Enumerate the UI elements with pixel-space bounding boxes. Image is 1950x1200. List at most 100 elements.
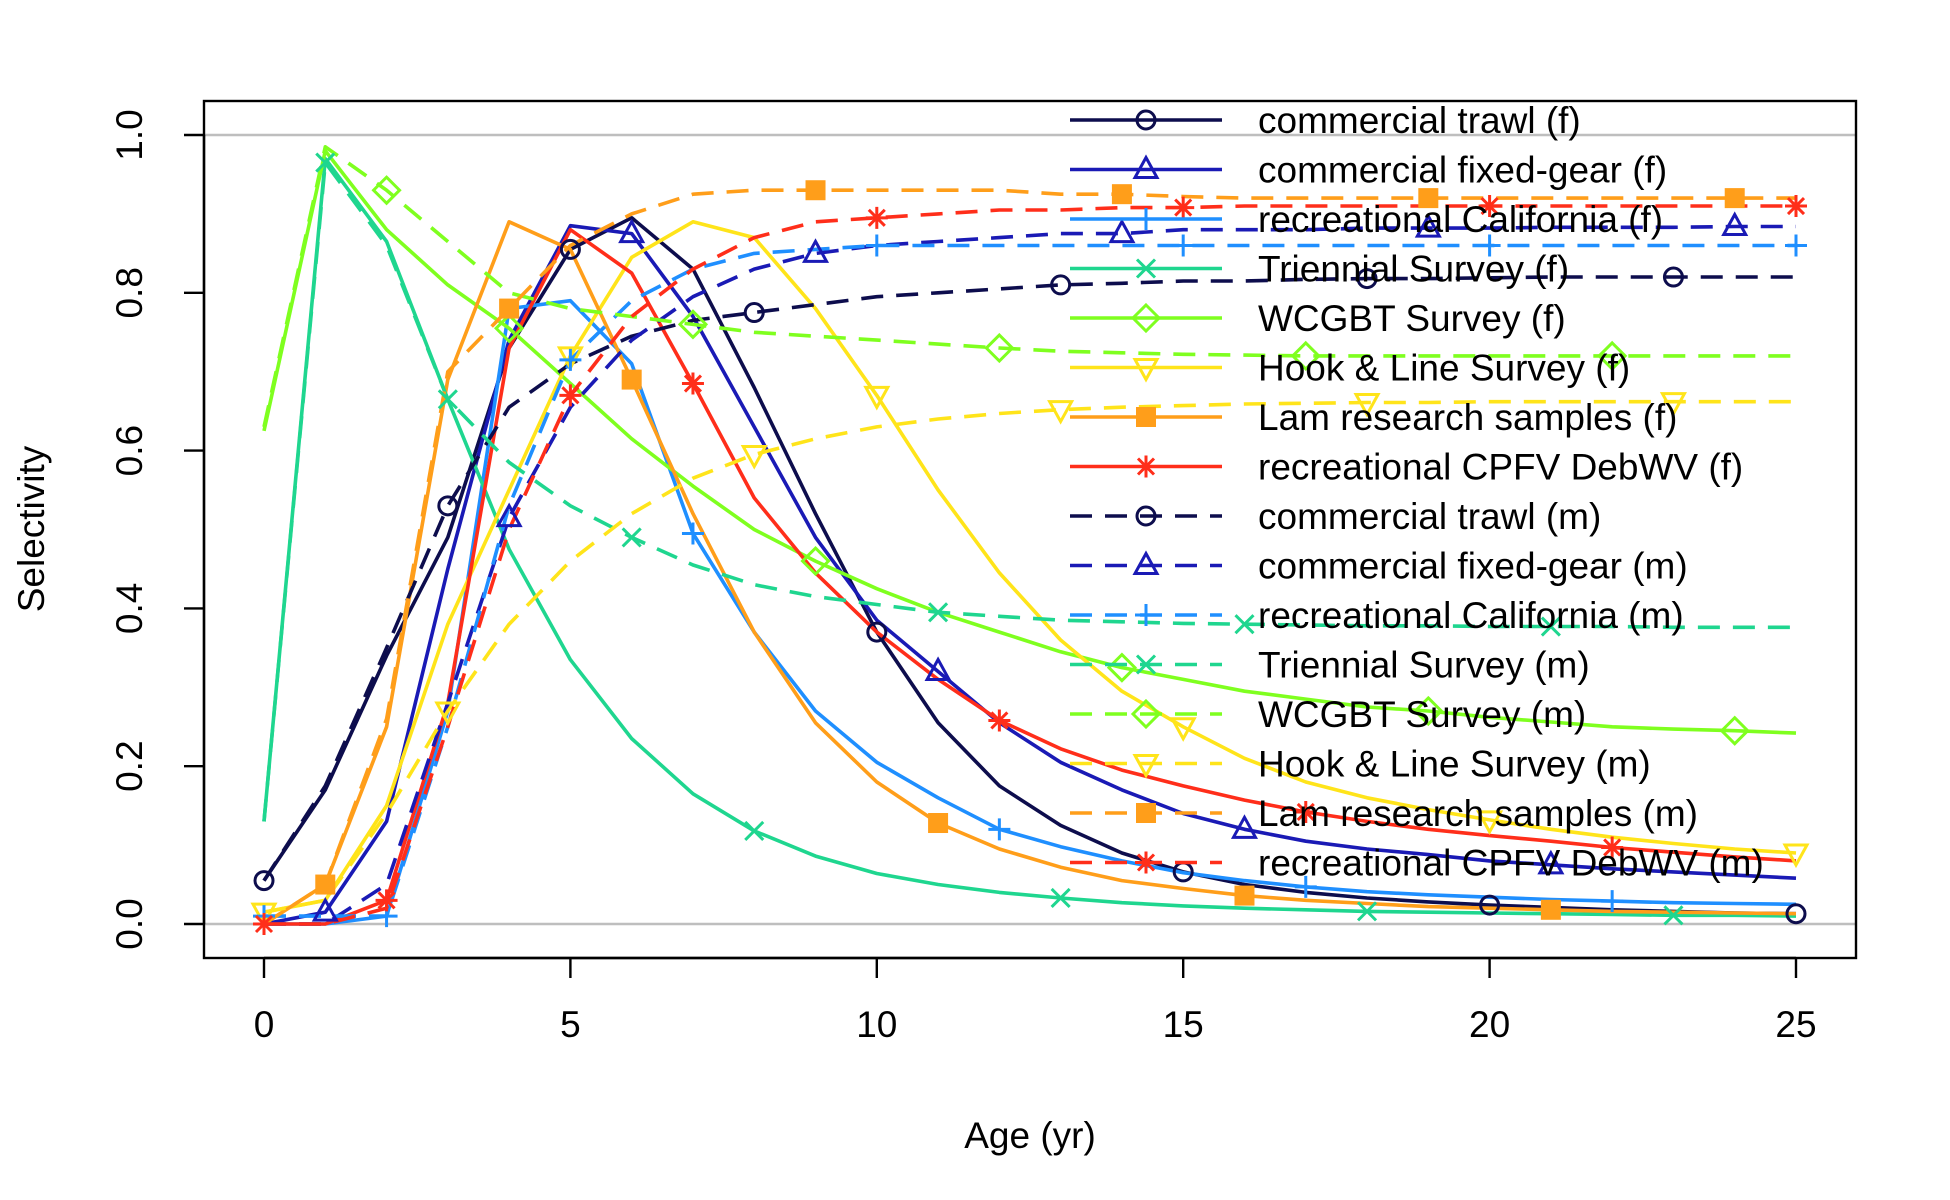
data-point-recreational-california-m [1478,234,1501,257]
data-point-triennial-survey-f [1663,905,1684,926]
data-point-recreational-california-m [1172,234,1195,257]
data-point-lam-research-samples-f [621,369,642,390]
data-point-recreational-cpfv-debwv-f [1294,800,1317,823]
data-point-commercial-trawl-f [1479,894,1501,916]
legend-entry: Hook & Line Survey (f) [1070,348,1630,389]
series-line-recreational-cpfv-debwv-m [264,204,1796,926]
data-point-recreational-california-f [988,818,1011,841]
legend-marker [1136,803,1156,823]
legend-entry: commercial fixed-gear (f) [1070,150,1667,191]
data-point-recreational-california-m [559,348,582,371]
legend-marker [1132,358,1160,383]
data-point-commercial-fixed-gear-m [801,238,830,263]
series-line-triennial-survey-m [262,160,1796,822]
y-tick-label: 0.4 [109,583,150,634]
data-point-triennial-survey-f [1050,887,1071,909]
series-line-commercial-trawl-m [262,275,1796,882]
data-point-recreational-cpfv-debwv-m [253,913,275,935]
data-point-recreational-cpfv-debwv-m [1172,196,1195,219]
y-tick-label: 0.0 [109,898,150,949]
series-line-recreational-cpfv-debwv-f [264,227,1797,926]
data-point-commercial-trawl-m [743,302,765,324]
data-point-wcgbt-survey-m [1290,340,1321,372]
x-tick-label: 5 [560,1004,581,1045]
x-tick-label: 10 [856,1004,897,1045]
series-line-hook-line-survey-m [263,399,1796,914]
data-point-lam-research-samples-f [928,813,949,834]
data-point-wcgbt-survey-f [1719,715,1750,746]
x-axis-label: Age (yr) [964,1115,1096,1156]
data-point-triennial-survey-m [621,527,642,548]
series-line-commercial-fixed-gear-f [263,223,1797,926]
data-point-lam-research-samples-f [315,874,336,895]
data-point-recreational-california-f [1294,875,1317,898]
data-point-recreational-california-f [1601,890,1624,913]
data-point-hook-line-survey-f [556,346,584,372]
series-lines [262,145,1797,926]
legend-label: recreational CPFV DebWV (m) [1258,843,1764,884]
data-point-hook-line-survey-f [250,902,278,928]
data-point-recreational-cpfv-debwv-m [1478,195,1501,218]
legend-marker [1135,455,1157,478]
data-point-wcgbt-survey-m [677,309,709,340]
series-markers [250,152,1810,935]
data-point-lam-research-samples-m [1418,188,1439,209]
legend-entry: commercial trawl (m) [1070,496,1601,537]
y-tick-label: 0.6 [109,425,150,476]
legend-entry: WCGBT Survey (f) [1070,298,1566,339]
data-point-recreational-cpfv-debwv-f [375,889,398,912]
data-point-triennial-survey-f [1356,901,1378,922]
series-line-recreational-california-m [264,243,1796,918]
legend-entry: Hook & Line Survey (m) [1070,744,1651,785]
series-line-wcgbt-survey-f [262,149,1797,735]
legend-marker [1135,505,1157,527]
legend-entry: recreational CPFV DebWV (f) [1070,447,1743,488]
legend-entry: recreational California (m) [1070,595,1684,636]
data-point-commercial-fixed-gear-f [311,897,339,922]
legend-label: recreational California (m) [1258,595,1684,636]
data-point-recreational-california-m [865,234,888,257]
legend-label: WCGBT Survey (f) [1258,298,1566,339]
legend-label: recreational California (f) [1258,199,1663,240]
data-point-recreational-cpfv-debwv-f [681,372,704,395]
y-tick-label: 1.0 [109,109,150,160]
data-point-wcgbt-survey-m [984,332,1015,364]
data-point-hook-line-survey-m [434,701,462,727]
data-point-hook-line-survey-m [1047,400,1075,425]
data-point-recreational-cpfv-debwv-m [1785,195,1807,218]
data-point-recreational-cpfv-debwv-m [865,206,888,229]
legend-label: commercial trawl (f) [1258,100,1581,141]
data-point-lam-research-samples-m [805,180,826,201]
legend-entry: Lam research samples (f) [1070,397,1677,438]
legend-label: commercial fixed-gear (m) [1258,546,1688,587]
legend-marker [1136,407,1156,427]
x-tick-label: 15 [1163,1004,1204,1045]
data-point-commercial-fixed-gear-m [1414,212,1442,238]
legend-marker [1135,851,1157,874]
legend-label: WCGBT Survey (m) [1258,694,1586,735]
data-point-commercial-trawl-f [559,238,581,260]
legend-entry: Triennial Survey (f) [1070,249,1569,290]
data-point-lam-research-samples-m [1111,184,1132,205]
data-point-hook-line-survey-f [1169,717,1197,742]
x-tick-label: 25 [1775,1004,1816,1045]
legend-label: Hook & Line Survey (f) [1258,348,1630,389]
legend-marker [1135,109,1157,131]
data-point-commercial-fixed-gear-m [1721,211,1749,237]
data-point-commercial-trawl-m [1662,266,1684,288]
data-point-recreational-california-f [681,522,704,545]
x-tick-label: 20 [1469,1004,1510,1045]
data-point-triennial-survey-f [744,820,765,841]
legend-marker [1132,154,1160,179]
data-point-commercial-trawl-m [1050,274,1072,296]
legend-label: Hook & Line Survey (m) [1258,744,1651,785]
legend-marker [1135,654,1157,675]
legend-label: Triennial Survey (m) [1258,645,1590,686]
data-point-commercial-trawl-f [1785,903,1807,925]
y-axis-label: Selectivity [11,445,52,612]
data-point-commercial-fixed-gear-f [1230,814,1259,839]
legend-marker [1135,604,1157,626]
legend-marker [1130,302,1162,334]
legend-marker [1132,754,1160,779]
